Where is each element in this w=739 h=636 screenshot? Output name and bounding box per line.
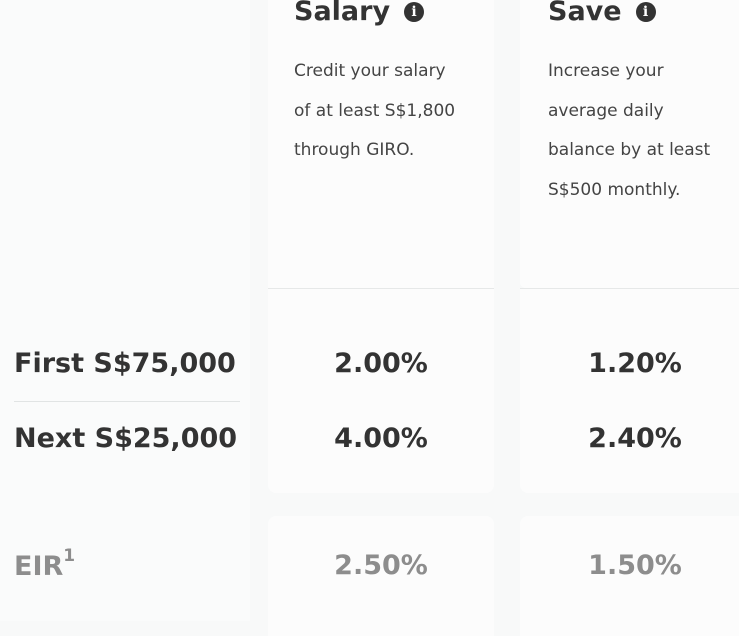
save-eir-value: 1.50% <box>588 550 682 581</box>
info-icon[interactable]: i <box>404 1 425 22</box>
row-label-next: Next S$25,000 <box>14 423 238 454</box>
salary-card-rates <box>268 289 494 493</box>
salary-card-divider <box>268 288 494 289</box>
row-labels-panel <box>0 0 250 621</box>
salary-description: Credit your salary of at least S$1,800 t… <box>294 61 456 160</box>
info-icon[interactable]: i <box>635 1 656 22</box>
salary-card-header <box>268 0 494 288</box>
info-icon-glyph: i <box>411 3 417 20</box>
salary-title-text: Salary <box>294 0 391 27</box>
eir-label: EIR1 <box>14 546 75 582</box>
eir-label-text: EIR <box>14 551 64 582</box>
save-description: Increase your average daily balance by a… <box>548 61 711 200</box>
row-divider <box>14 401 240 402</box>
info-icon-glyph: i <box>642 3 649 20</box>
save-column-title: Save i <box>548 0 656 25</box>
save-card-rates <box>520 289 739 493</box>
salary-column-title: Salary i <box>294 0 425 27</box>
salary-rate-next: 4.00% <box>334 423 428 454</box>
save-rate-next: 2.40% <box>588 423 682 454</box>
salary-rate-first: 2.00% <box>334 348 428 379</box>
salary-card-eir <box>268 516 494 636</box>
save-card-header <box>520 0 739 288</box>
row-label-first: First S$75,000 <box>14 348 236 379</box>
save-card-eir <box>520 516 739 636</box>
save-rate-first: 1.20% <box>588 348 682 379</box>
save-title-text: Save <box>548 0 622 27</box>
save-card-divider <box>520 288 739 289</box>
eir-footnote-marker[interactable]: 1 <box>63 546 76 566</box>
salary-eir-value: 2.50% <box>334 550 428 581</box>
